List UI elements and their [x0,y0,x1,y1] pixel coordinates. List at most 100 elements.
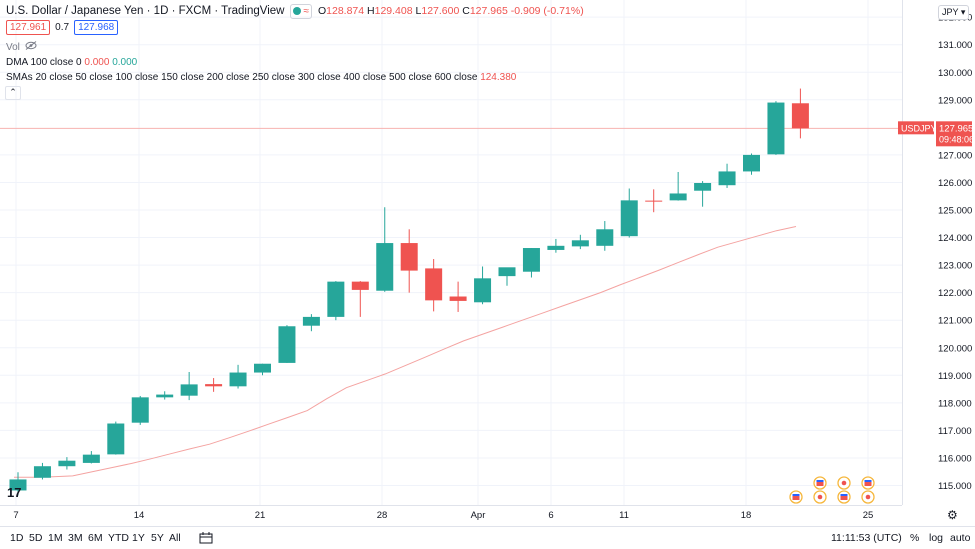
us-flag-stripes-icon [864,482,872,486]
us-flag-stripes-icon [792,496,800,500]
eye-hidden-icon[interactable] [25,41,37,53]
candle-body [669,193,687,201]
x-tick-label: 21 [255,510,266,521]
y-tick-label: 116.000 [938,453,972,464]
range-1y[interactable]: 1Y [132,532,145,544]
range-3m[interactable]: 3M [68,532,83,544]
x-tick-label: 25 [863,510,874,521]
y-tick-label: 129.000 [938,95,972,106]
x-tick-label: 11 [619,510,629,521]
x-tick-label: 6 [548,510,553,521]
vol-label: Vol [6,41,20,53]
candle-body [9,479,27,491]
candle-body [131,397,149,423]
candle-body [82,454,100,463]
vol-indicator[interactable]: Vol [6,41,37,53]
candle-body [425,268,443,301]
y-tick-label: 125.000 [938,206,972,217]
us-flag-icon [792,494,800,496]
y-tick-label: 115.000 [938,481,972,492]
y-tick-label: 123.000 [938,261,972,272]
percent-toggle[interactable]: % [910,532,920,544]
bid-button[interactable]: 127.961 [6,20,51,35]
x-tick-label: 7 [13,510,18,521]
candle-body [449,296,467,301]
x-tick-label: Apr [471,510,486,521]
candle-body [718,171,736,186]
candle-body [791,103,809,129]
range-5d[interactable]: 5D [29,532,43,544]
spread-value: 0.7 [55,22,70,33]
candle-body [33,466,51,478]
range-5y[interactable]: 5Y [151,532,164,544]
wave-icon: ≈ [303,5,309,17]
y-tick-label: 124.000 [938,233,972,244]
collapse-legend-icon[interactable]: ⌃ [5,86,21,100]
candle-body [376,243,394,291]
ask-button[interactable]: 127.968 [74,20,119,35]
candle-body [571,240,589,247]
y-tick-label: 126.000 [938,178,972,189]
candle-body [522,248,540,272]
candle-body [620,200,638,237]
candle-body [400,243,418,271]
candle-body [596,229,614,246]
us-flag-icon [840,494,848,496]
candlestick-chart[interactable]: 115.000 116.000 117.000 118.000 119.000 120.0… [0,0,975,526]
us-flag-icon [816,480,824,482]
y-tick-label: 127.000 [938,150,972,161]
candle-body [278,326,296,363]
candle-body [645,200,663,202]
range-1m[interactable]: 1M [48,532,63,544]
range-all[interactable]: All [169,532,181,544]
candle-body [767,102,785,155]
sma-label: SMAs 20 close 50 close 100 close 150 clo… [6,72,478,83]
candle-body [107,423,125,455]
symbol-tag [898,121,934,135]
y-tick-label: 122.000 [938,288,972,299]
symbol-title[interactable]: U.S. Dollar / Japanese Yen · 1D · FXCM ·… [6,5,285,17]
candle-body [58,460,76,467]
jp-flag-icon [865,494,871,500]
candle-body [474,278,492,303]
candle-body [254,363,271,373]
range-ytd[interactable]: YTD [108,532,129,544]
sma-line [14,226,797,478]
y-tick-label: 131.000 [938,40,972,51]
y-tick-label: 118.000 [938,398,972,409]
x-tick-label: 28 [377,510,388,521]
sma-value: 124.380 [480,72,517,83]
candle-body [205,384,223,387]
auto-toggle[interactable]: auto [950,532,971,544]
dma-label: DMA 100 close 0 [6,57,82,68]
log-toggle[interactable]: log [929,532,944,544]
x-tick-label: 18 [741,510,752,521]
date-range-icon[interactable] [199,532,213,547]
y-tick-label: 130.000 [938,68,972,79]
candle-body [547,245,565,250]
range-6m[interactable]: 6M [88,532,103,544]
legend-main: U.S. Dollar / Japanese Yen · 1D · FXCM ·… [6,2,584,20]
market-open-icon [293,7,302,15]
clock[interactable]: 11:11:53 (UTC) [831,532,902,544]
candle-body [351,281,369,290]
sma-indicator[interactable]: SMAs 20 close 50 close 100 close 150 clo… [6,72,516,83]
price-tag-value: 127.965 [939,123,973,134]
settings-gear-icon: ⚙ [947,508,958,522]
range-1d[interactable]: 1D [10,532,24,544]
x-tick-label: 14 [134,510,145,521]
candle-body [743,154,760,172]
tradingview-logo: 17 [7,485,22,500]
dma-value-2: 0.000 [112,57,138,68]
dma-indicator[interactable]: DMA 100 close 0 0.000 0.000 [6,57,137,68]
jp-flag-icon [817,494,823,500]
y-tick-label: 117.000 [938,426,972,437]
price-tag-countdown: 09:48:06 [939,134,974,144]
market-status[interactable]: ≈ [290,3,312,19]
us-flag-stripes-icon [816,482,824,486]
currency-select[interactable]: JPY ▾ [938,5,970,20]
candle-body [156,394,174,398]
candle-body [229,372,247,387]
price-tag [936,121,972,147]
y-tick-label: 121.000 [938,316,972,327]
